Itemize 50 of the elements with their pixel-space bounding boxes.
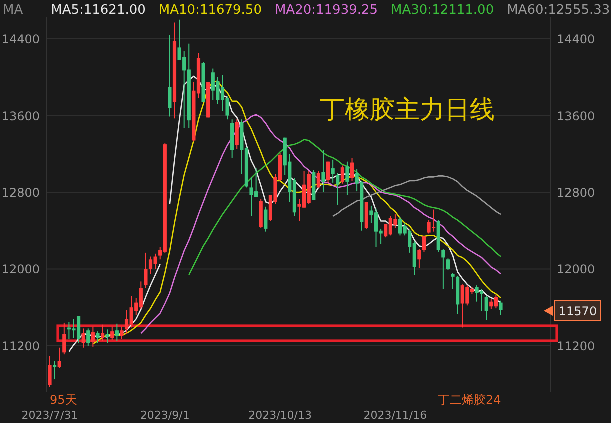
candlestick [235,119,239,150]
candlestick [446,258,450,271]
candlestick [350,157,354,182]
candlestick [499,300,503,316]
x-tick-label: 2023/9/1 [140,409,190,422]
candlestick [48,356,52,388]
annotation: 丁橡胶主力日线 [320,95,495,124]
candlestick [346,161,350,196]
candlestick [100,324,105,342]
candlestick [82,328,86,348]
y-tick-label: 14400 [2,32,40,47]
y2-tick-label: 12000 [557,262,596,277]
candlestick [340,165,344,184]
candlestick [326,161,330,184]
candlestick [442,248,446,290]
candlestick [264,206,268,232]
candlestick [115,323,119,342]
y2-tick-label: 11200 [557,339,596,354]
candlestick [451,272,455,290]
candlestick [422,236,426,252]
candlestick [53,360,57,380]
y-tick-label: 12000 [2,262,40,277]
candlestick [86,328,90,346]
candlestick [168,34,172,118]
y2-tick-label: 12800 [557,186,596,200]
candlestick [91,326,95,348]
candlestick [322,150,326,194]
y-tick-label: 11200 [2,339,40,354]
candlestick [96,331,100,344]
candlestick [418,248,422,269]
candlestick [336,172,340,206]
text: 95天 [50,393,78,407]
candlestick [110,326,114,341]
x-tick-label: 2023/11/16 [364,409,428,422]
x-tick-label: 2023/10/13 [248,409,312,422]
text: 丁二烯胶24 [438,393,502,407]
candlestick [316,170,320,188]
candlestick [106,329,110,344]
candlestick [120,326,124,340]
candlestick [58,347,62,369]
y-tick-label: 12800 [2,186,40,200]
candlestick [331,159,335,184]
candlestick [62,322,66,356]
y-tick-label: 13600 [2,109,40,124]
x-tick-label: 2023/7/31 [22,409,78,422]
legend: MA MA5:11621.00 MA10:11679.50 MA20:11939.25 MA30:12111.00 MA60:12555.33 [3,3,610,18]
y2-tick-label: 14400 [557,32,596,47]
y2-tick-label: 13600 [557,109,596,124]
candlestick [144,252,148,289]
candlestick [484,296,488,321]
